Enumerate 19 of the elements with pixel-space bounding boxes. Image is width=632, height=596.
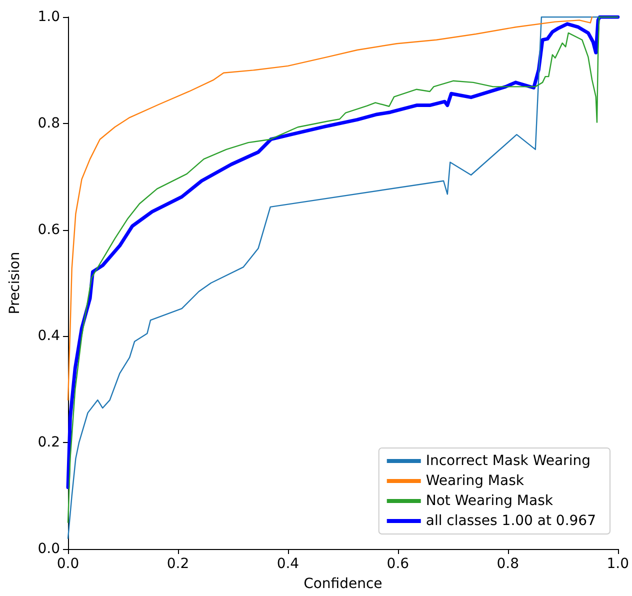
x-tick-label: 0.2 <box>166 556 190 572</box>
legend-label: all classes 1.00 at 0.967 <box>426 513 596 529</box>
y-tick-label: 0.8 <box>38 115 60 132</box>
y-axis-title: Precision <box>7 252 23 314</box>
x-tick-label: 0.0 <box>56 556 80 572</box>
y-tick-label: 1.0 <box>38 9 60 25</box>
legend-label: Wearing Mask <box>426 473 525 489</box>
y-tick-label: 0.2 <box>38 434 60 451</box>
x-tick-label: 0.4 <box>276 556 300 572</box>
x-axis-title: Confidence <box>304 576 382 592</box>
x-tick-label: 1.0 <box>606 556 629 572</box>
x-tick-label: 0.6 <box>386 556 410 572</box>
x-tick-label: 0.8 <box>496 556 520 572</box>
legend-label: Incorrect Mask Wearing <box>426 453 590 469</box>
y-tick-label: 0.0 <box>38 541 60 557</box>
legend-label: Not Wearing Mask <box>426 493 554 509</box>
y-tick-label: 0.4 <box>38 328 60 344</box>
y-tick-label: 0.6 <box>38 222 60 238</box>
line-series <box>67 16 593 401</box>
